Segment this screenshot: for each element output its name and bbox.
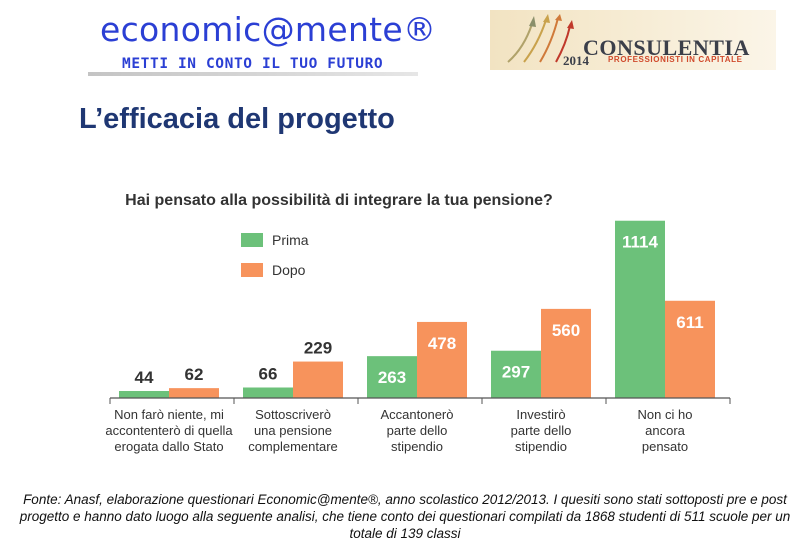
legend-label-prima: Prima xyxy=(272,232,309,248)
data-label-dopo-4: 611 xyxy=(676,313,703,332)
bar-prima-3 xyxy=(491,350,541,398)
chart-title: Hai pensato alla possibilità di integrar… xyxy=(125,192,553,209)
data-label-dopo-3: 560 xyxy=(552,321,580,340)
legend-label-dopo: Dopo xyxy=(272,262,306,278)
category-label-2-line-0: Accantonerò xyxy=(381,407,454,422)
brand-subtitle: METTI IN CONTO IL TUO FUTURO xyxy=(122,56,384,72)
consulentia-logo: CONSULENTIA 2014 PROFESSIONISTI IN CAPIT… xyxy=(490,10,776,70)
data-label-prima-4: 1114 xyxy=(622,233,658,252)
logo-year: 2014 xyxy=(563,53,589,68)
category-label-3-line-0: Investirò xyxy=(516,407,565,422)
category-label-0-line-2: erogata dallo Stato xyxy=(114,439,223,454)
brand-title: economic@mente® xyxy=(100,10,437,49)
bar-prima-4 xyxy=(615,220,665,398)
data-label-dopo-1: 229 xyxy=(304,339,332,358)
bar-dopo-3 xyxy=(541,308,591,398)
data-label-dopo-0: 62 xyxy=(185,365,204,384)
bar-dopo-1 xyxy=(293,361,343,398)
brand-block: economic@mente® METTI IN CONTO IL TUO FU… xyxy=(88,6,437,76)
legend-swatch-prima xyxy=(241,233,263,247)
logo-name: CONSULENTIA xyxy=(583,35,750,60)
category-label-2-line-1: parte dello xyxy=(387,423,448,438)
logo-tagline: PROFESSIONISTI IN CAPITALE xyxy=(608,55,743,64)
bar-prima-2 xyxy=(367,356,417,398)
legend-swatch-dopo xyxy=(241,263,263,277)
category-label-3-line-1: parte dello xyxy=(511,423,572,438)
data-label-prima-2: 263 xyxy=(378,368,406,387)
category-label-0-line-0: Non farò niente, mi xyxy=(114,407,224,422)
category-label-1-line-1: una pensione xyxy=(254,423,332,438)
rocket-icon xyxy=(507,14,574,63)
category-label-1-line-0: Sottoscriverò xyxy=(255,407,331,422)
data-label-prima-0: 44 xyxy=(135,368,154,387)
category-label-3-line-2: stipendio xyxy=(515,439,567,454)
bar-dopo-2 xyxy=(417,321,467,398)
category-label-2-line-2: stipendio xyxy=(391,439,443,454)
bar-dopo-4 xyxy=(665,300,715,398)
data-label-dopo-2: 478 xyxy=(428,334,456,353)
header-divider xyxy=(88,72,418,76)
category-label-1-line-2: complementare xyxy=(248,439,338,454)
category-label-4-line-0: Non ci ho xyxy=(638,407,693,422)
category-label-0-line-1: accontenterò di quella xyxy=(105,423,233,438)
bar-dopo-0 xyxy=(169,388,219,398)
category-label-4-line-1: ancora xyxy=(645,423,686,438)
bar-chart: Hai pensato alla possibilità di integrar… xyxy=(105,192,731,454)
data-label-prima-3: 297 xyxy=(502,363,530,382)
bar-prima-0 xyxy=(119,390,169,398)
category-label-4-line-2: pensato xyxy=(642,439,688,454)
data-label-prima-1: 66 xyxy=(259,364,278,383)
page-title: L’efficacia del progetto xyxy=(79,103,395,135)
source-note: Fonte: Anasf, elaborazione questionari E… xyxy=(19,492,791,541)
bar-prima-1 xyxy=(243,387,293,398)
